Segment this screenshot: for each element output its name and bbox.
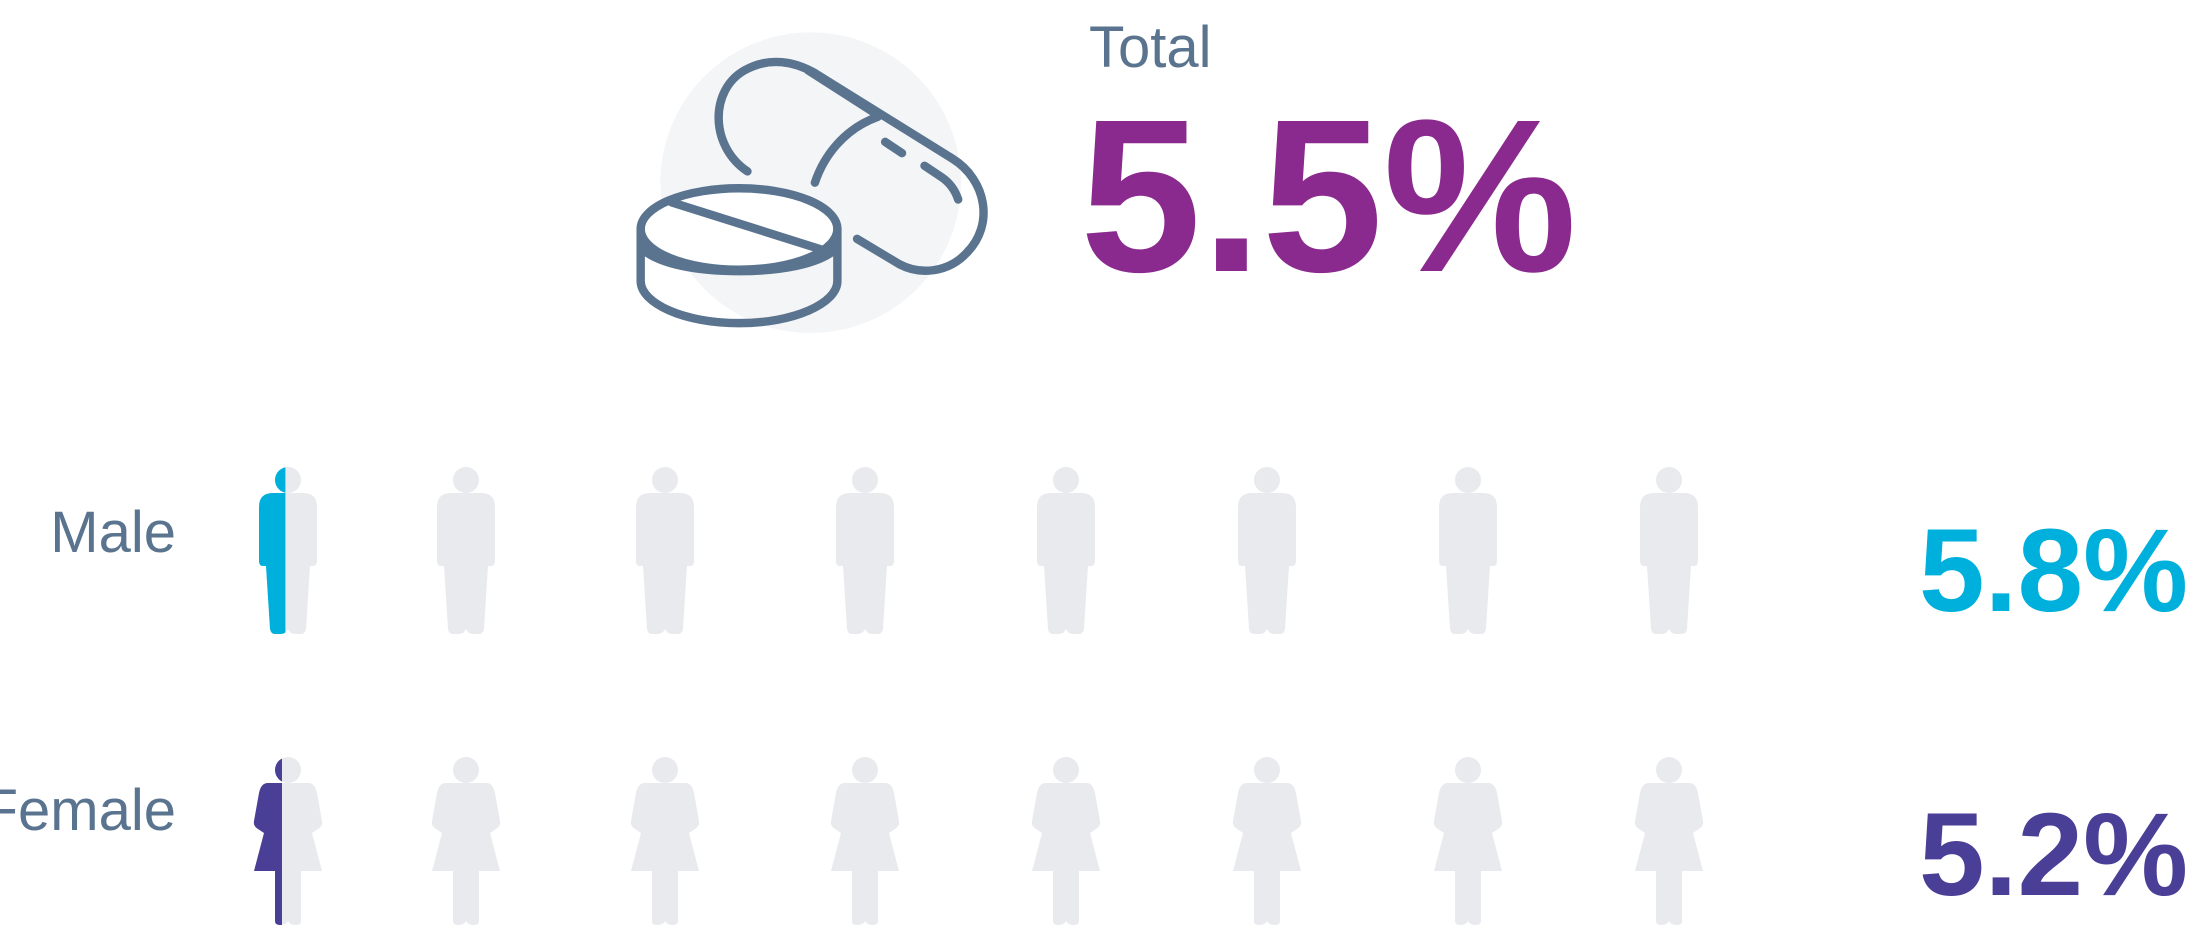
person-head [1254, 467, 1280, 493]
person-head [453, 757, 479, 783]
total-label: Total [1089, 15, 1212, 80]
person-body [1037, 493, 1095, 634]
person-head [852, 467, 878, 493]
person-head [652, 467, 678, 493]
person-icon [830, 757, 900, 925]
person-body [1232, 783, 1302, 925]
person-icon [1037, 467, 1095, 634]
person-body [1640, 493, 1698, 634]
person-body [630, 783, 700, 925]
person-fill [253, 758, 282, 925]
person-body [1634, 783, 1704, 925]
person-icon [1439, 467, 1497, 634]
person-head [1053, 467, 1079, 493]
person-head [1455, 467, 1481, 493]
person-icon [836, 467, 894, 634]
person-head-fill [275, 467, 286, 493]
row-label: Female [0, 778, 176, 843]
person-body [1031, 783, 1101, 925]
person-icon [1031, 757, 1101, 925]
person-head [1656, 467, 1682, 493]
row-value: 5.2% [1919, 789, 2188, 921]
person-icon [1640, 467, 1698, 634]
person-body [431, 783, 501, 925]
person-body [1433, 783, 1503, 925]
person-head [1455, 757, 1481, 783]
row-value: 5.8% [1919, 505, 2188, 637]
person-body-fill [253, 783, 282, 925]
person-body [636, 493, 694, 634]
person-head [453, 467, 479, 493]
person-body [1238, 493, 1296, 634]
person-icon [437, 467, 495, 634]
person-body [830, 783, 900, 925]
row-label: Male [50, 500, 176, 565]
person-icon [1238, 467, 1296, 634]
person-icon [253, 757, 323, 925]
pill-icon [636, 32, 988, 333]
person-head-fill [275, 758, 282, 782]
person-icon [1634, 757, 1704, 925]
person-icon [636, 467, 694, 634]
person-body-fill [259, 493, 286, 634]
person-head [1254, 757, 1280, 783]
person-icon [1232, 757, 1302, 925]
person-fill [259, 467, 286, 634]
person-head [1656, 757, 1682, 783]
person-icon [431, 757, 501, 925]
person-body [836, 493, 894, 634]
person-body [437, 493, 495, 634]
person-body [1439, 493, 1497, 634]
person-icon [259, 467, 317, 634]
total-value: 5.5% [1080, 75, 1577, 318]
person-head [1053, 757, 1079, 783]
person-icon [1433, 757, 1503, 925]
person-head [652, 757, 678, 783]
person-icon [630, 757, 700, 925]
person-head [852, 757, 878, 783]
